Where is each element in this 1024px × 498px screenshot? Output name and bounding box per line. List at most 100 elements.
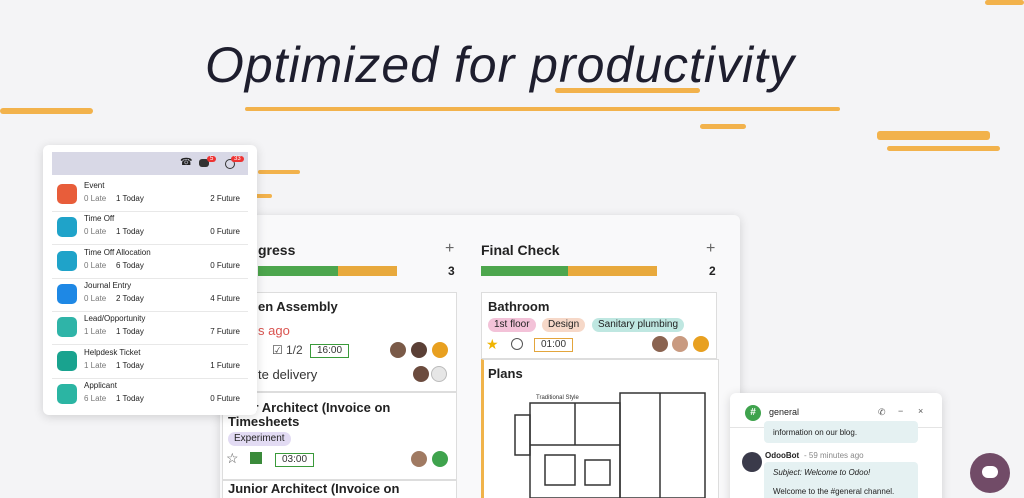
column-title: gress bbox=[258, 242, 296, 258]
status-dot bbox=[432, 451, 448, 467]
message-text: information on our blog. bbox=[773, 428, 858, 437]
activity-row[interactable] bbox=[52, 178, 248, 212]
message-bubble bbox=[764, 462, 918, 498]
brush bbox=[250, 194, 272, 198]
late-count: 0 Late bbox=[84, 227, 107, 237]
progress-orange bbox=[338, 266, 397, 276]
clock-icon bbox=[511, 338, 523, 350]
future-count: 0 Future bbox=[210, 227, 240, 237]
brush bbox=[0, 108, 93, 114]
close-button[interactable]: × bbox=[918, 406, 924, 416]
card-title: Timesheets bbox=[228, 414, 300, 429]
brush bbox=[985, 0, 1024, 5]
column-title: Final Check bbox=[481, 242, 560, 258]
avatar bbox=[411, 342, 427, 358]
tag: Experiment bbox=[228, 432, 291, 446]
phone-icon[interactable]: ☎ bbox=[180, 157, 193, 168]
star-icon[interactable]: ☆ bbox=[226, 450, 239, 466]
card-title: Bathroom bbox=[488, 299, 550, 314]
image-caption: Traditional Style bbox=[536, 395, 579, 401]
avatar bbox=[672, 336, 688, 352]
activity-name: Journal Entry bbox=[84, 280, 132, 290]
chat-launcher-icon bbox=[982, 466, 998, 478]
activity-panel: ☎ 5 33 Event 0 Late 1 Today 2 Future Time Of… bbox=[43, 145, 257, 415]
activity-row[interactable] bbox=[52, 278, 248, 312]
late-count: 0 Late bbox=[84, 260, 107, 270]
activity-icon bbox=[57, 283, 77, 304]
star-icon[interactable]: ★ bbox=[486, 336, 499, 352]
brush bbox=[258, 170, 300, 174]
activity-icon bbox=[57, 217, 77, 238]
badge: 33 bbox=[231, 156, 244, 162]
card-deadline: s ago bbox=[258, 323, 290, 338]
today-count: 1 Today bbox=[116, 227, 144, 237]
brush bbox=[887, 146, 1000, 151]
future-count: 4 Future bbox=[210, 293, 240, 303]
avatar bbox=[652, 336, 668, 352]
avatar bbox=[413, 366, 429, 382]
chat-window: # general ✆ − × information on our blog.… bbox=[730, 393, 942, 498]
progress-green bbox=[258, 266, 338, 276]
today-count: 1 Today bbox=[116, 393, 144, 403]
activity-name: Time Off bbox=[84, 214, 115, 224]
avatar bbox=[390, 342, 406, 358]
time-box: 16:00 bbox=[310, 344, 350, 358]
tag: Design bbox=[542, 318, 586, 332]
activity-icon bbox=[57, 250, 77, 271]
future-count: 0 Future bbox=[210, 393, 240, 403]
brush bbox=[877, 131, 990, 140]
future-count: 2 Future bbox=[210, 194, 240, 203]
column-count: 3 bbox=[448, 264, 455, 278]
activity-icon[interactable] bbox=[225, 159, 235, 169]
activity-icon bbox=[57, 184, 77, 204]
message-text: Welcome to the #general channel. bbox=[773, 487, 895, 496]
late-count: 6 Late bbox=[84, 393, 107, 403]
tag: 1st floor bbox=[488, 318, 536, 332]
activity-row[interactable] bbox=[52, 211, 248, 246]
today-count: 1 Today bbox=[116, 194, 144, 203]
add-button[interactable]: + bbox=[445, 240, 455, 257]
card-title: Junior Architect (Invoice on bbox=[228, 481, 400, 496]
checklist-icon: ☑ bbox=[272, 343, 283, 357]
add-button[interactable]: + bbox=[706, 240, 716, 257]
activity-row[interactable] bbox=[52, 245, 248, 279]
activity-name: Helpdesk Ticket bbox=[84, 347, 141, 357]
late-count: 0 Late bbox=[84, 293, 107, 303]
activity-row[interactable] bbox=[52, 345, 248, 379]
column-count: 2 bbox=[709, 264, 716, 278]
activity-name: Event bbox=[84, 181, 105, 190]
message-author: OdooBot bbox=[765, 451, 800, 460]
minimize-button[interactable]: − bbox=[898, 406, 904, 416]
today-count: 2 Today bbox=[116, 293, 144, 303]
activity-name: Applicant bbox=[84, 380, 117, 390]
today-count: 1 Today bbox=[116, 360, 144, 370]
call-button[interactable]: ✆ bbox=[878, 407, 886, 417]
brush bbox=[700, 124, 746, 129]
channel-name: general bbox=[769, 407, 800, 417]
time-box: 01:00 bbox=[534, 338, 574, 352]
badge: 5 bbox=[207, 156, 217, 162]
kanban-card[interactable] bbox=[222, 480, 457, 498]
late-count: 1 Late bbox=[84, 327, 107, 337]
progress-orange bbox=[568, 266, 657, 276]
avatar bbox=[742, 452, 762, 472]
card-title: en Assembly bbox=[258, 299, 338, 314]
activity-icon bbox=[57, 317, 77, 338]
kanban-card[interactable] bbox=[481, 359, 719, 498]
checklist: 1/2 bbox=[286, 343, 303, 357]
chat-icon[interactable] bbox=[199, 159, 209, 167]
activity-row[interactable] bbox=[52, 311, 248, 346]
brush bbox=[245, 107, 840, 111]
future-count: 1 Future bbox=[210, 360, 240, 370]
channel-icon: # bbox=[745, 405, 761, 421]
status-dot bbox=[431, 366, 447, 382]
late-count: 1 Late bbox=[84, 360, 107, 370]
card-title: Plans bbox=[488, 366, 523, 381]
warning-icon bbox=[693, 336, 709, 352]
activity-icon bbox=[57, 350, 77, 371]
card-note: te delivery bbox=[258, 367, 318, 382]
floor-plan bbox=[514, 392, 706, 498]
avatar bbox=[411, 451, 427, 467]
future-count: 7 Future bbox=[210, 327, 240, 337]
